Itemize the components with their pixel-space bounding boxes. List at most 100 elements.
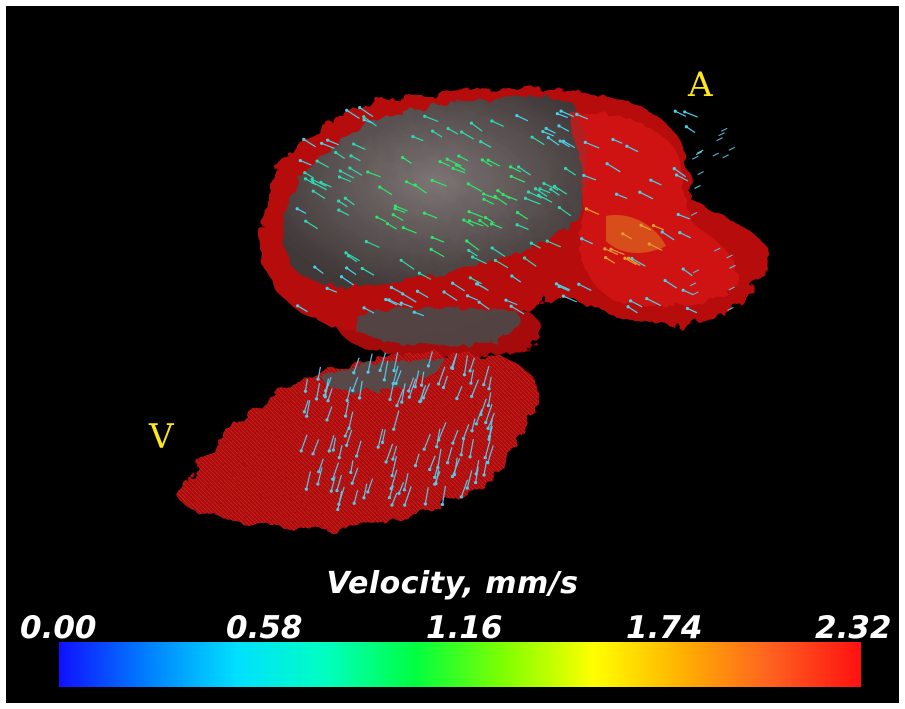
velocity-arrow-head	[523, 196, 528, 200]
velocity-arrow	[305, 178, 317, 186]
velocity-arrow	[494, 196, 508, 206]
velocity-arrow-head	[366, 490, 370, 494]
velocity-arrow-head	[401, 292, 405, 296]
velocity-arrow	[468, 183, 483, 192]
velocity-arrow-head	[335, 488, 339, 493]
velocity-arrow	[576, 113, 589, 120]
velocity-arrow	[438, 366, 446, 385]
velocity-arrow	[604, 248, 619, 256]
velocity-arrow	[482, 159, 493, 167]
velocity-arrow-head	[493, 194, 497, 199]
velocity-arrow	[716, 137, 723, 142]
velocity-arrow-head	[459, 495, 463, 499]
velocity-arrow	[470, 277, 482, 285]
velocity-arrow-head	[467, 248, 471, 253]
velocity-arrow-head	[392, 427, 396, 431]
ventricle-surface	[180, 353, 540, 530]
velocity-arrow-head	[451, 441, 455, 445]
velocity-arrow-head	[515, 113, 519, 118]
velocity-arrow	[488, 425, 493, 440]
colorbar-tick-label: 2.32	[815, 610, 892, 646]
velocity-arrow	[460, 438, 465, 455]
atrium-surface	[260, 88, 768, 337]
velocity-arrow-head	[403, 503, 407, 507]
velocity-arrow-head	[391, 213, 395, 217]
velocity-arrow	[491, 247, 506, 258]
velocity-arrow	[392, 365, 399, 384]
velocity-arrow	[697, 171, 704, 176]
velocity-arrow-head	[336, 507, 340, 512]
velocity-arrow-head	[486, 461, 490, 465]
velocity-arrow	[466, 470, 473, 489]
velocity-arrow	[559, 140, 570, 148]
velocity-arrow	[547, 240, 562, 248]
velocity-arrow	[393, 352, 399, 371]
velocity-arrow	[442, 375, 448, 388]
velocity-arrow-head	[674, 173, 679, 177]
velocity-arrow	[694, 185, 701, 189]
velocity-arrow	[511, 275, 522, 283]
velocity-arrow-head	[402, 488, 407, 492]
velocity-arrow	[320, 181, 332, 188]
velocity-arrow-head	[480, 158, 484, 162]
velocity-arrow	[388, 485, 394, 498]
velocity-arrow	[461, 131, 474, 140]
velocity-arrow-head	[295, 207, 299, 211]
ventricle-marker-label: V	[149, 417, 174, 457]
velocity-arrow-head	[558, 139, 562, 143]
velocity-arrow	[414, 311, 424, 317]
velocity-arrow	[359, 107, 374, 118]
velocity-arrow-head	[394, 381, 398, 385]
velocity-arrow-head	[522, 256, 527, 260]
velocity-arrow-head	[557, 205, 561, 210]
velocity-arrow-head	[628, 299, 633, 303]
velocity-arrow-head	[496, 188, 500, 193]
velocity-arrow	[352, 376, 359, 391]
velocity-arrow	[722, 154, 729, 159]
velocity-arrow	[363, 483, 368, 498]
velocity-arrow-head	[484, 420, 488, 425]
velocity-arrow-head	[460, 130, 464, 134]
velocity-arrow	[328, 435, 335, 452]
velocity-arrow	[458, 155, 469, 162]
velocity-arrow	[538, 194, 553, 203]
velocity-arrow-head	[387, 495, 392, 500]
velocity-arrow	[317, 467, 323, 485]
atrium-marker-label: A	[688, 65, 713, 105]
velocity-arrow-head	[474, 472, 478, 476]
velocity-arrow	[419, 272, 432, 280]
velocity-arrow-head	[582, 173, 586, 178]
velocity-arrow	[306, 400, 311, 417]
velocity-arrow	[403, 227, 417, 234]
velocity-arrow-head	[310, 177, 314, 182]
velocity-arrow	[317, 366, 322, 380]
velocity-arrow	[424, 212, 438, 219]
velocity-arrow-head	[337, 175, 342, 179]
velocity-arrow-head	[473, 481, 478, 485]
velocity-arrow	[626, 145, 639, 153]
velocity-arrow	[300, 434, 308, 452]
velocity-arrow	[376, 216, 387, 223]
velocity-arrow-head	[454, 163, 459, 167]
velocity-arrow	[616, 193, 628, 199]
velocity-arrow-head	[422, 447, 426, 451]
velocity-arrow-head	[605, 162, 609, 166]
heart-flow-scene	[180, 88, 768, 530]
velocity-arrow	[383, 360, 389, 380]
velocity-arrow	[606, 163, 621, 173]
velocity-arrow-head	[316, 377, 320, 381]
velocity-arrow-head	[325, 418, 329, 422]
velocity-arrow-head	[490, 119, 494, 123]
velocity-arrow-head	[465, 239, 469, 243]
velocity-arrow-head	[584, 207, 588, 211]
velocity-arrow	[475, 409, 483, 425]
velocity-arrow-head	[423, 502, 427, 506]
velocity-arrow-head	[645, 296, 649, 301]
velocity-arrow	[542, 130, 555, 137]
velocity-arrow-head	[326, 138, 330, 142]
velocity-arrow	[558, 285, 570, 292]
velocity-arrow	[414, 370, 420, 387]
velocity-arrow-head	[349, 470, 353, 474]
velocity-arrow	[367, 478, 374, 493]
velocity-arrow-head	[391, 382, 395, 386]
